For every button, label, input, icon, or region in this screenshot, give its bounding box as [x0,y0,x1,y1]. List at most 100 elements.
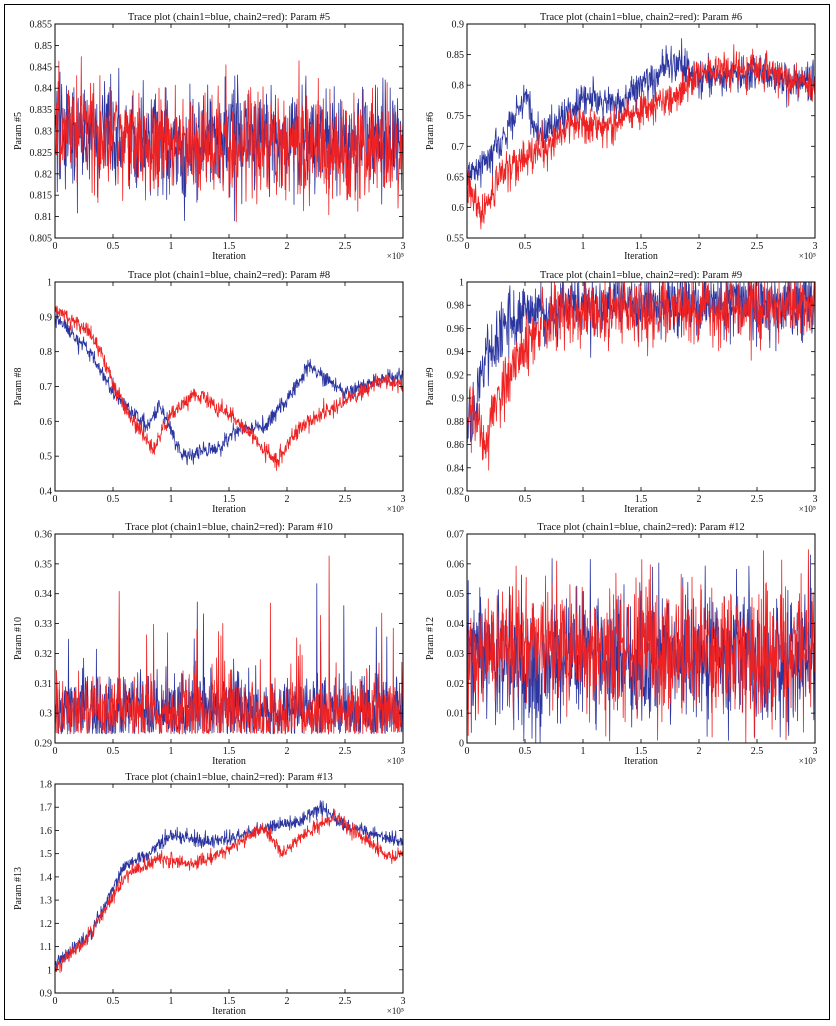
x-tick-label: 0.5 [519,494,532,505]
y-tick-label: 0.05 [447,589,465,600]
y-tick-label: 0.5 [40,452,53,463]
series-group [55,555,403,735]
y-tick-label: 1.7 [40,803,53,814]
y-tick-label: 0.835 [30,105,53,116]
y-axis-label: Param #13 [13,867,24,910]
x-tick-label: 0.5 [107,241,120,252]
y-tick-label: 0.88 [447,417,465,428]
x-tick-label: 0.5 [107,494,120,505]
x-tick-label: 0.5 [519,241,532,252]
panel-param-5: Trace plot (chain1=blue, chain2=red): Pa… [8,10,413,262]
x-tick-label: 1.5 [223,746,236,757]
chart-title: Trace plot (chain1=blue, chain2=red): Pa… [125,772,332,783]
y-tick-label: 0.6 [452,203,465,214]
x-tick-label: 0 [465,494,470,505]
y-tick-label: 0.31 [35,679,53,690]
x-tick-label: 3 [813,241,818,252]
y-tick-label: 0.96 [447,324,465,335]
x-axis-multiplier: ×10⁵ [387,756,404,766]
y-tick-label: 1 [47,965,52,976]
y-axis-label: Param #8 [13,367,24,405]
x-tick-label: 2.5 [751,746,764,757]
x-tick-label: 2 [285,241,290,252]
x-tick-label: 0.5 [107,996,120,1007]
series-line-chain2 [467,549,815,743]
series-line-chain1 [55,67,403,222]
series-line-chain1 [55,311,403,466]
x-tick-label: 0 [53,746,58,757]
x-axis-multiplier: ×10⁵ [799,504,816,514]
x-tick-label: 0.5 [107,746,120,757]
y-tick-label: 1.8 [40,780,53,791]
y-tick-label: 0.815 [30,191,53,202]
x-tick-label: 1.5 [635,241,648,252]
y-tick-label: 0.805 [30,234,53,245]
y-axis-label: Param #12 [425,617,436,660]
series-group [467,38,815,230]
chart-title: Trace plot (chain1=blue, chain2=red): Pa… [128,270,330,281]
y-tick-label: 0.81 [35,212,53,223]
series-group [55,800,403,974]
y-axis-label: Param #9 [425,367,436,405]
panel-param-6: Trace plot (chain1=blue, chain2=red): Pa… [420,10,825,262]
series-line-chain2 [55,56,403,223]
y-tick-label: 0.06 [447,559,465,570]
y-tick-label: 1 [459,278,464,289]
y-tick-label: 0.01 [447,709,465,720]
figure-frame [4,4,830,1020]
y-axis-label: Param #5 [13,112,24,150]
x-tick-label: 0 [53,241,58,252]
x-tick-label: 2 [285,494,290,505]
x-tick-label: 0.5 [519,746,532,757]
panel-param-12: Trace plot (chain1=blue, chain2=red): Pa… [420,520,825,767]
y-tick-label: 0.35 [35,559,53,570]
x-axis-label: Iteration [212,1006,246,1017]
x-axis-label: Iteration [212,504,246,515]
y-tick-label: 1.3 [40,896,53,907]
x-axis-label: Iteration [624,504,658,515]
x-tick-label: 0 [53,494,58,505]
x-tick-label: 2 [285,996,290,1007]
series-line-chain1 [55,800,403,972]
plot-box [466,23,816,239]
y-tick-label: 0.03 [447,649,465,660]
x-tick-label: 2.5 [751,241,764,252]
y-tick-label: 0.82 [35,169,53,180]
series-group [467,549,815,743]
y-tick-label: 0.9 [40,989,53,1000]
panel-param-10: Trace plot (chain1=blue, chain2=red): Pa… [8,520,413,767]
x-tick-label: 2.5 [339,241,352,252]
x-axis-label: Iteration [624,756,658,767]
y-tick-label: 0.07 [447,530,465,541]
series-line-chain2 [467,44,815,230]
y-tick-label: 1 [47,278,52,289]
x-tick-label: 2.5 [339,494,352,505]
x-tick-label: 1 [581,241,586,252]
series-line-chain2 [55,555,403,735]
x-tick-label: 3 [401,494,406,505]
series-group [55,56,403,223]
x-tick-label: 3 [813,494,818,505]
y-tick-label: 0.33 [35,619,53,630]
x-tick-label: 3 [813,746,818,757]
x-tick-label: 2 [697,241,702,252]
y-tick-label: 0 [459,739,464,750]
x-axis-multiplier: ×10⁵ [387,504,404,514]
y-tick-label: 0.84 [35,84,53,95]
y-tick-label: 0.84 [447,463,465,474]
y-tick-label: 0.85 [447,50,465,61]
x-axis-multiplier: ×10⁵ [799,251,816,261]
series-line-chain2 [55,809,403,974]
x-tick-label: 2.5 [751,494,764,505]
y-tick-label: 0.3 [40,709,53,720]
y-tick-label: 0.83 [35,127,53,138]
y-tick-label: 0.8 [452,81,465,92]
y-tick-label: 1.1 [40,942,53,953]
y-tick-label: 0.8 [40,347,53,358]
x-tick-label: 1 [169,996,174,1007]
chart-title: Trace plot (chain1=blue, chain2=red): Pa… [125,522,332,533]
x-tick-label: 2 [697,494,702,505]
y-tick-label: 0.04 [447,619,465,630]
x-tick-label: 3 [401,241,406,252]
x-axis-label: Iteration [212,251,246,262]
